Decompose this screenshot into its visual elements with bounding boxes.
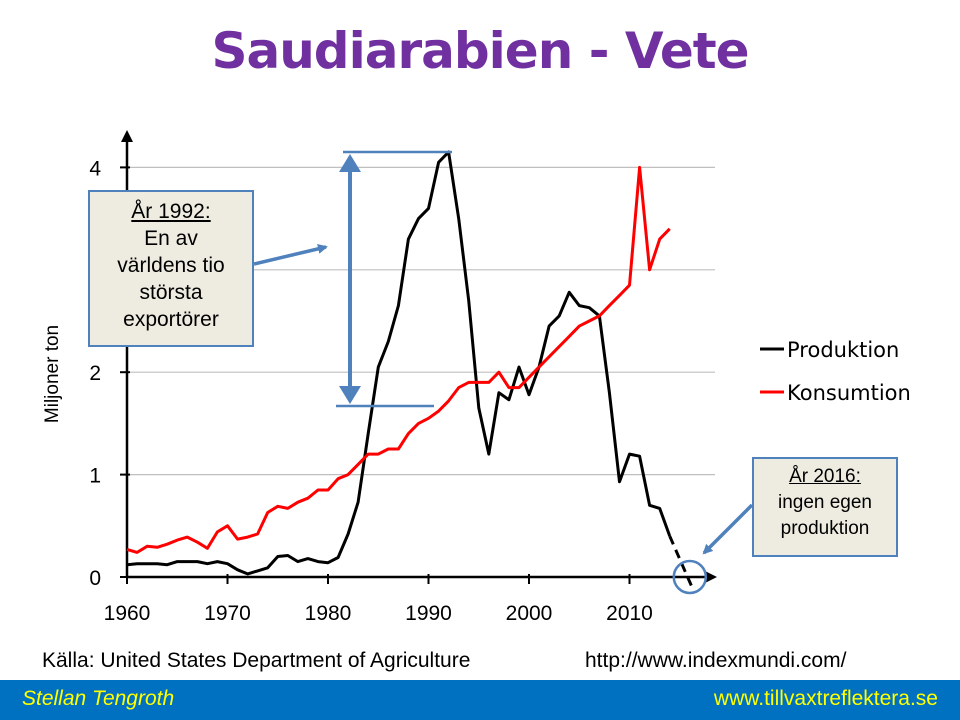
page-title: Saudiarabien - Vete — [211, 22, 749, 80]
tick-labels: 0 1 2 4 1960 1970 1980 1990 2000 2010 — [89, 157, 653, 625]
y-tick-label: 2 — [89, 362, 101, 385]
projection-line — [668, 535, 695, 590]
annotation-2016-line: ingen egen — [777, 492, 873, 513]
source-citation: Källa: United States Department of Agric… — [42, 649, 471, 672]
y-axis-label: Miljoner ton — [42, 325, 63, 423]
x-tick-label: 2000 — [506, 602, 553, 625]
y-tick-label: 0 — [89, 567, 101, 590]
x-tick-label: 1990 — [405, 602, 452, 625]
x-tick-label: 1970 — [204, 602, 251, 625]
zero-point-highlight — [672, 559, 708, 595]
annotation-1992-line: exportörer — [123, 308, 219, 331]
callout-arrow-1992 — [253, 243, 328, 266]
footer-author: Stellan Tengroth — [22, 687, 175, 710]
y-axis-arrow — [121, 130, 133, 142]
footer-website[interactable]: www.tillvaxtreflektera.se — [713, 687, 938, 710]
callout-arrow-2016 — [702, 503, 754, 555]
annotation-1992-line: En av — [144, 227, 198, 250]
annotation-2016-line: produktion — [780, 518, 870, 539]
range-markers — [253, 150, 754, 595]
y-tick-label: 4 — [89, 157, 101, 180]
legend: Produktion Konsumtion — [760, 338, 911, 405]
annotation-2016: År 2016: ingen egen produktion — [752, 457, 898, 557]
series-lines — [126, 150, 695, 590]
range-arrow-head-up — [339, 154, 361, 173]
x-tick-label: 2010 — [606, 602, 653, 625]
legend-label-produktion: Produktion — [787, 338, 899, 362]
x-tick-label: 1980 — [305, 602, 352, 625]
footer-bar: Stellan Tengroth www.tillvaxtreflektera.… — [0, 680, 960, 720]
y-tick-label: 1 — [89, 465, 101, 488]
legend-label-konsumtion: Konsumtion — [787, 381, 911, 405]
annotation-2016-heading: År 2016: — [789, 466, 861, 487]
annotation-1992: År 1992: En av världens tio största expo… — [88, 190, 254, 347]
x-axis-arrow — [705, 571, 717, 583]
annotation-1992-heading: År 1992: — [131, 200, 211, 223]
series-line-produktion — [126, 150, 672, 576]
x-tick-label: 1960 — [104, 602, 151, 625]
range-arrow-head-down — [339, 385, 361, 404]
series-line-konsumtion — [126, 165, 671, 554]
annotation-1992-line: största — [139, 281, 203, 304]
source-url: http://www.indexmundi.com/ — [585, 649, 847, 672]
annotation-1992-line: världens tio — [117, 254, 225, 277]
